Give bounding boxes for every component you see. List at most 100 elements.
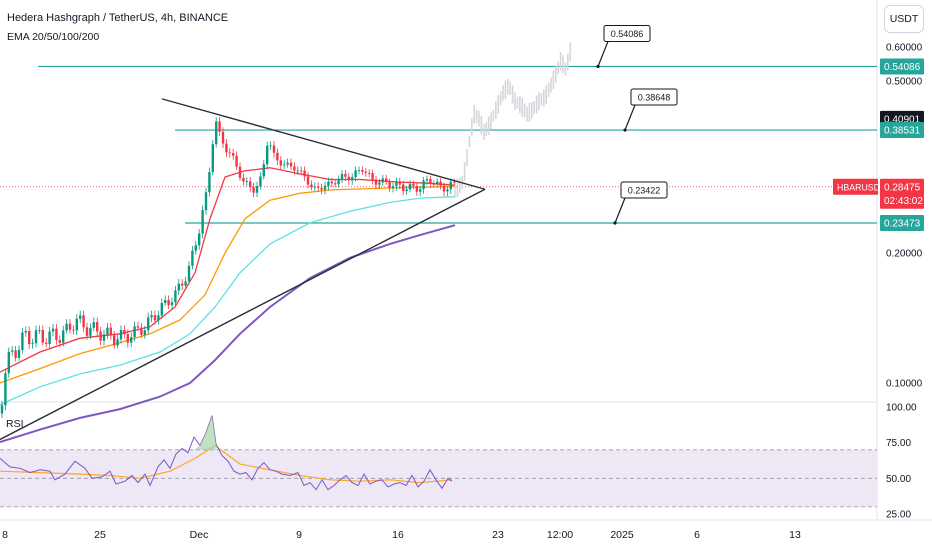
candle-body: [4, 373, 7, 406]
candle-body: [89, 327, 92, 336]
time-tick-label: Dec: [190, 529, 209, 541]
callout-text-2: 0.23422: [628, 185, 661, 195]
candle-body: [320, 187, 323, 190]
candle-body: [368, 172, 371, 174]
time-tick-label: 12:00: [547, 529, 573, 541]
ema-line-1: [0, 167, 456, 373]
candle-body: [398, 181, 401, 185]
candle-body: [204, 192, 208, 211]
candle-body: [334, 183, 337, 185]
time-tick-label: 16: [392, 529, 404, 541]
candle-body: [323, 185, 327, 190]
rsi-label: RSI: [6, 418, 24, 430]
candle-body: [306, 176, 310, 185]
candle-body: [317, 186, 320, 188]
price-label-box-1: [880, 122, 924, 139]
candle-body: [34, 330, 38, 344]
candle-body: [215, 121, 218, 145]
rsi-tick-label: 100.00: [886, 403, 917, 414]
price-tick-label: 0.10000: [886, 379, 923, 390]
rsi-tick-label: 50.00: [886, 474, 911, 485]
time-tick-label: 13: [789, 529, 801, 541]
candle-body: [300, 170, 303, 172]
price-label-0: 0.40901: [884, 114, 921, 125]
candle-body: [453, 181, 456, 183]
candle-body: [327, 181, 330, 186]
candle-body: [293, 166, 296, 171]
candle-body: [0, 405, 4, 414]
candle-body: [133, 326, 136, 338]
candle-body: [371, 173, 374, 180]
candle-body: [313, 186, 316, 188]
rsi-ma-line: [0, 444, 453, 484]
candle-body: [357, 170, 361, 171]
candle-body: [449, 181, 452, 190]
price-tick-label: 0.20000: [886, 249, 923, 260]
callout-box-1: [630, 88, 678, 106]
last-price-box: [880, 178, 924, 209]
candle-body: [303, 170, 306, 177]
candle-body: [249, 181, 252, 188]
candle-body: [113, 335, 116, 346]
time-tick-label: 8: [2, 529, 8, 541]
candle-body: [415, 185, 418, 192]
candle-body: [201, 210, 204, 234]
candle-body: [310, 184, 313, 188]
ema-line-3: [0, 196, 456, 406]
last-price-value: 0.28475: [884, 182, 921, 193]
candle-body: [194, 245, 197, 251]
candle-body: [385, 178, 388, 183]
candle-body: [296, 170, 299, 172]
candle-body: [58, 340, 61, 343]
candle-body: [408, 183, 412, 190]
candle-body: [211, 144, 214, 173]
currency-button[interactable]: USDT: [884, 5, 924, 33]
candle-body: [167, 300, 170, 306]
candle-body: [361, 170, 364, 172]
candle-body: [208, 172, 211, 193]
candle-body: [150, 315, 153, 318]
indicator-legend[interactable]: EMA 20/50/100/200: [7, 31, 100, 43]
candle-body: [439, 181, 442, 186]
time-tick-label: 9: [296, 529, 302, 541]
candle-body: [354, 170, 357, 178]
candle-body: [405, 189, 408, 192]
candle-body: [45, 342, 48, 345]
candle-body: [402, 184, 405, 192]
candle-body: [429, 179, 432, 184]
callout-leader-2: [614, 197, 626, 224]
candle-body: [228, 152, 231, 154]
candle-body: [109, 327, 112, 336]
callout-anchor-0: [596, 64, 600, 69]
price-label-2: 0.54086: [884, 62, 921, 73]
rsi-tick-label: 75.00: [886, 438, 911, 449]
candle-body: [232, 153, 235, 156]
candle-body: [140, 327, 143, 335]
price-label-box-2: [880, 58, 924, 75]
candle-body: [153, 315, 157, 321]
candle-body: [31, 343, 34, 345]
candle-body: [65, 323, 68, 331]
symbol-badge: [833, 178, 878, 195]
candle-body: [266, 145, 269, 165]
candle-body: [123, 329, 126, 335]
candle-body: [62, 330, 65, 343]
time-tick-label: 25: [94, 529, 106, 541]
candle-body: [85, 327, 89, 336]
callout-leader-0: [597, 41, 609, 67]
time-tick-label: 2025: [610, 529, 634, 541]
candle-body: [82, 315, 85, 328]
candle-body: [330, 181, 333, 184]
rsi-overbought-fill: [194, 415, 217, 450]
candle-body: [7, 351, 10, 374]
callout-text-1: 0.38648: [638, 93, 671, 103]
rsi-tick-label: 25.00: [886, 510, 911, 521]
candle-body: [269, 145, 272, 147]
candle-body: [191, 250, 194, 266]
candle-body: [238, 166, 242, 178]
candle-body: [344, 173, 347, 177]
candle-body: [347, 176, 350, 181]
candle-body: [225, 143, 228, 153]
candle-body: [68, 323, 72, 330]
